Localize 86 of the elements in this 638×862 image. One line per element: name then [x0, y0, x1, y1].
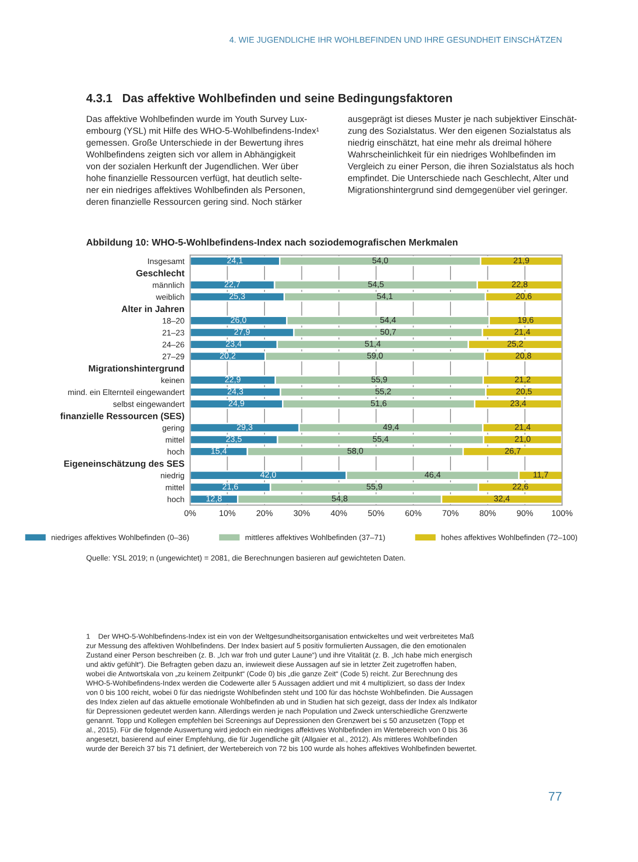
data-label: 27,9 — [234, 328, 250, 336]
data-label: 59,0 — [367, 352, 383, 360]
data-label: 19,6 — [518, 316, 534, 324]
data-label: 20,6 — [516, 293, 532, 300]
data-label: 24,1 — [227, 257, 243, 264]
data-label: 54,4 — [380, 317, 396, 324]
data-label: 24,3 — [228, 388, 244, 396]
y-tick-label: 18–20 — [162, 318, 184, 324]
y-tick-label: Eigeneinschätzung des SES — [64, 460, 184, 469]
data-label: 22,6 — [512, 484, 528, 490]
y-tick-label: niedrig — [160, 472, 184, 480]
y-tick-label: 24–26 — [162, 342, 184, 348]
data-label: 21,0 — [514, 436, 530, 443]
x-tick-label: 50% — [368, 510, 384, 516]
data-label: 21,4 — [514, 424, 531, 431]
data-label: 20,5 — [516, 388, 532, 396]
data-label: 58,0 — [347, 448, 364, 455]
data-label: 20,8 — [516, 352, 532, 360]
text: Das affektive Wohlbefinden wurde im Youth Survey Lux- embourg (YSL) mit Hilfe des WHO-5-Wohlbefindens-Index¹ gemessen. Große Unterschiede in der Bewertung ihres Wohlbefindens zeigten sich vor allem in Abhängigkeit von der sozialen Herkunft der Jugendlichen. Wer über hohe finanzielle Ressourcen verfügt, hat deutlich selte- ner ein niedriges affektives Wohlbefinden als Personen, deren finanzielle Ressourcen gering sind. Noch stärker — [86, 116, 319, 207]
y-tick-label: Migrationshintergrund — [88, 364, 184, 374]
data-label: 54,1 — [377, 293, 393, 300]
data-label: 32,4 — [494, 496, 510, 502]
x-tick-label: 20% — [256, 510, 273, 516]
y-tick-label: 21–23 — [162, 330, 184, 336]
data-label: 23,5 — [226, 436, 242, 443]
data-label: 29,3 — [236, 424, 252, 431]
text: 4. WIE JUGENDLICHE IHR WOHLBEFINDEN UND IHRE GESUNDHEIT EINSCHÄTZEN — [230, 36, 562, 43]
data-label: 55,2 — [375, 388, 391, 396]
x-tick-label: 40% — [330, 510, 347, 516]
data-label: 25,2 — [508, 340, 523, 348]
data-label: 55,9 — [371, 376, 387, 384]
data-label: 11,7 — [534, 472, 548, 479]
y-tick-label: mittel — [166, 484, 184, 490]
data-label: 54,5 — [368, 281, 384, 288]
data-label: 21,9 — [514, 257, 530, 264]
y-tick-label: 27–29 — [162, 354, 184, 360]
y-tick-label: selbst eingewandert — [113, 401, 185, 409]
data-label: 20,2 — [220, 352, 236, 360]
data-label: 22,8 — [512, 281, 528, 288]
x-tick-label: 80% — [480, 510, 496, 516]
data-label: 55,4 — [372, 436, 388, 443]
data-label: 26,7 — [505, 448, 520, 455]
y-tick-label: finanzielle Ressourcen (SES) — [60, 412, 184, 421]
data-label: 21,4 — [514, 328, 530, 336]
data-label: 15,4 — [211, 448, 227, 455]
x-tick-label: 30% — [294, 510, 310, 516]
y-tick-label: hoch — [168, 448, 184, 455]
y-tick-label: weiblich — [156, 294, 184, 300]
data-label: 46,4 — [424, 472, 441, 479]
y-tick-label: Insgesamt — [148, 258, 185, 266]
data-label: 22,7 — [224, 281, 240, 288]
data-label: 50,7 — [380, 328, 396, 336]
data-label: 42,0 — [260, 472, 276, 479]
y-tick-label: Geschlecht — [136, 270, 184, 276]
data-label: 51,4 — [364, 340, 381, 348]
data-label: 21,2 — [514, 376, 530, 384]
data-label: 21,6 — [222, 484, 238, 490]
data-label: 25,3 — [229, 293, 245, 300]
text: ausgeprägt ist dieses Muster je nach subjektiver Einschät- zung des Sozialstatus. Wer den eigenen Sozialstatus als niedrig einschätzt, hat eine mehr als dreimal höhere Wahrscheinlichkeit für ein niedriges Wohlbefinden im Vergleich zu einer Person, die ihren Sozialstatus als hoch empfindet. Die Unterschiede nach Geschlecht, Alter und Migrationshintergrund sind demgegenüber viel geringer. — [348, 116, 577, 195]
y-tick-label: gering — [162, 424, 184, 432]
text: 4.3.1 Das affektive Wohlbefinden und seine Bedingungsfaktoren — [86, 94, 452, 105]
chart-title: Abbildung 10: WHO-5-Wohlbefindens-Index nach soziodemografischen Merkmalen — [86, 238, 458, 248]
data-label: 54,0 — [372, 257, 388, 264]
y-tick-label: männlich — [152, 282, 184, 288]
y-tick-label: hoch — [168, 496, 184, 502]
x-tick-label: 10% — [220, 510, 236, 516]
data-label: 54,8 — [332, 496, 348, 502]
x-tick-label: 100% — [552, 510, 572, 516]
data-label: 23,4 — [510, 400, 526, 408]
x-tick-label: 60% — [405, 510, 422, 516]
data-label: 26,0 — [230, 316, 246, 324]
data-label: 24,9 — [228, 400, 244, 408]
x-tick-label: 0% — [184, 510, 196, 516]
text: 77 — [548, 792, 562, 801]
y-tick-label: mind. ein Elternteil eingewandert — [68, 389, 185, 397]
data-label: 23,4 — [226, 340, 242, 348]
y-tick-label: keinen — [161, 377, 184, 384]
data-label: 22,9 — [225, 376, 240, 384]
x-tick-label: 90% — [516, 510, 533, 516]
y-tick-label: Alter in Jahren — [122, 305, 184, 312]
x-tick-label: 70% — [442, 510, 459, 516]
y-tick-label: mittel — [166, 436, 184, 443]
data-label: 51,6 — [370, 400, 386, 408]
data-label: 12,8 — [206, 496, 222, 502]
data-label: 49,4 — [383, 424, 399, 431]
data-label: 55,9 — [366, 484, 382, 490]
